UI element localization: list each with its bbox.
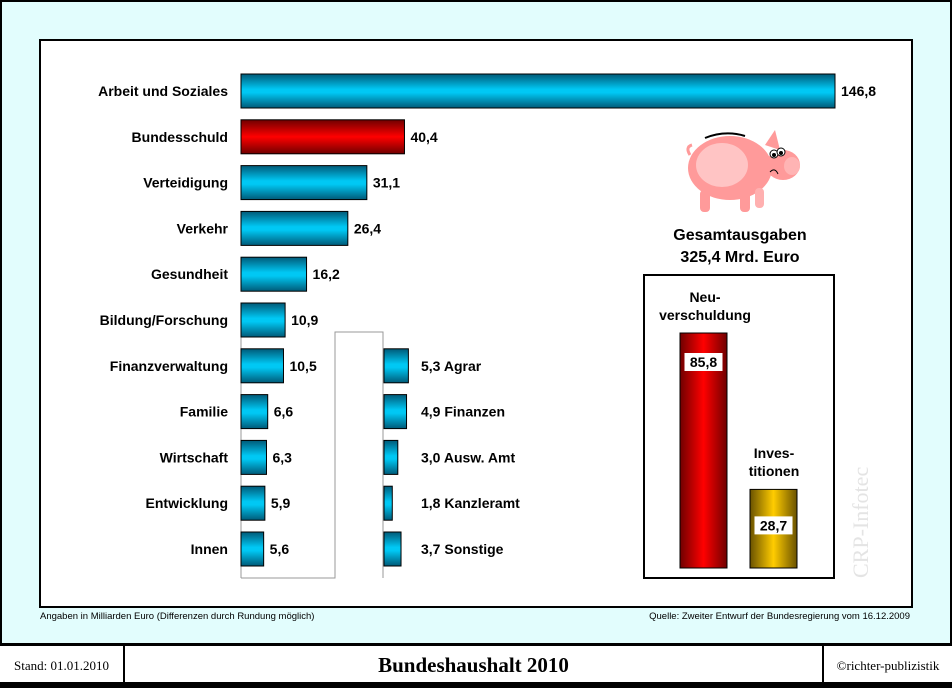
bar [240,119,405,155]
value-label: 40,4 [410,129,437,145]
value-label: 16,2 [313,266,340,282]
category-label: Verteidigung [143,175,228,191]
value-box [754,516,793,535]
total-value: 325,4 Mrd. Euro [680,249,799,266]
category-label: Finanzverwaltung [110,358,228,374]
vertical-category-label: titionen [749,463,800,479]
source-note: Quelle: Zweiter Entwurf der Bundesregier… [649,611,910,622]
category-label: Bildung/Forschung [100,312,228,328]
vertical-category-label: Neu- [689,289,720,305]
bar [240,531,265,567]
category-label: Innen [191,541,228,557]
bar [240,348,284,384]
value-label: 31,1 [373,175,400,191]
vertical-bar [679,332,728,569]
sub-bar-label: 1,8 Kanzleramt [421,495,520,511]
category-label: Wirtschaft [160,449,229,465]
sub-bar-label: 3,7 Sonstige [421,541,504,557]
vertical-category-label: verschuldung [659,307,751,323]
stand-date: Stand: 01.01.2010 [0,646,125,685]
value-label: 5,6 [270,541,290,557]
footer: Stand: 01.01.2010 Bundeshaushalt 2010 ©r… [0,643,952,691]
category-label: Arbeit und Soziales [98,83,228,99]
vertical-value-label: 85,8 [690,354,717,370]
debt-investment-box [643,274,835,579]
bar [240,394,269,430]
value-label: 5,9 [271,495,291,511]
bottom-border [0,682,952,688]
total-label: Gesamtausgaben [673,227,806,244]
category-label: Gesundheit [151,266,228,282]
sub-bar [383,348,409,384]
value-label: 10,5 [289,358,316,374]
value-label: 146,8 [841,83,876,99]
page-title: Bundeshaushalt 2010 [125,646,824,685]
category-label: Entwicklung [146,495,228,511]
other-bracket [241,331,384,579]
vertical-category-label: Inves- [754,445,795,461]
bar [240,439,267,475]
value-label: 10,9 [291,312,318,328]
bar [240,302,286,338]
bar [240,485,266,521]
bar [240,210,349,246]
value-label: 6,3 [272,449,292,465]
sub-bar-label: 4,9 Finanzen [421,404,505,420]
units-note: Angaben in Milliarden Euro (Differenzen … [40,611,315,622]
value-label: 26,4 [354,220,381,236]
watermark: CRP-Infotec [848,467,873,578]
sub-bar [383,439,399,475]
category-label: Bundesschuld [132,129,228,145]
value-box [684,353,723,371]
sub-bar [383,394,408,430]
vertical-value-label: 28,7 [760,517,787,533]
sub-bar-label: 5,3 Agrar [421,358,482,374]
sub-bar [383,531,402,567]
bar [240,73,836,109]
copyright: ©richter-publizistik [836,657,940,673]
category-label: Familie [180,404,228,420]
category-label: Verkehr [177,220,229,236]
sub-bar [383,485,393,521]
bar [240,165,368,201]
value-label: 6,6 [274,404,294,420]
sub-bar-label: 3,0 Ausw. Amt [421,449,515,465]
piggy-bank-icon [686,130,800,212]
bar [240,256,308,292]
